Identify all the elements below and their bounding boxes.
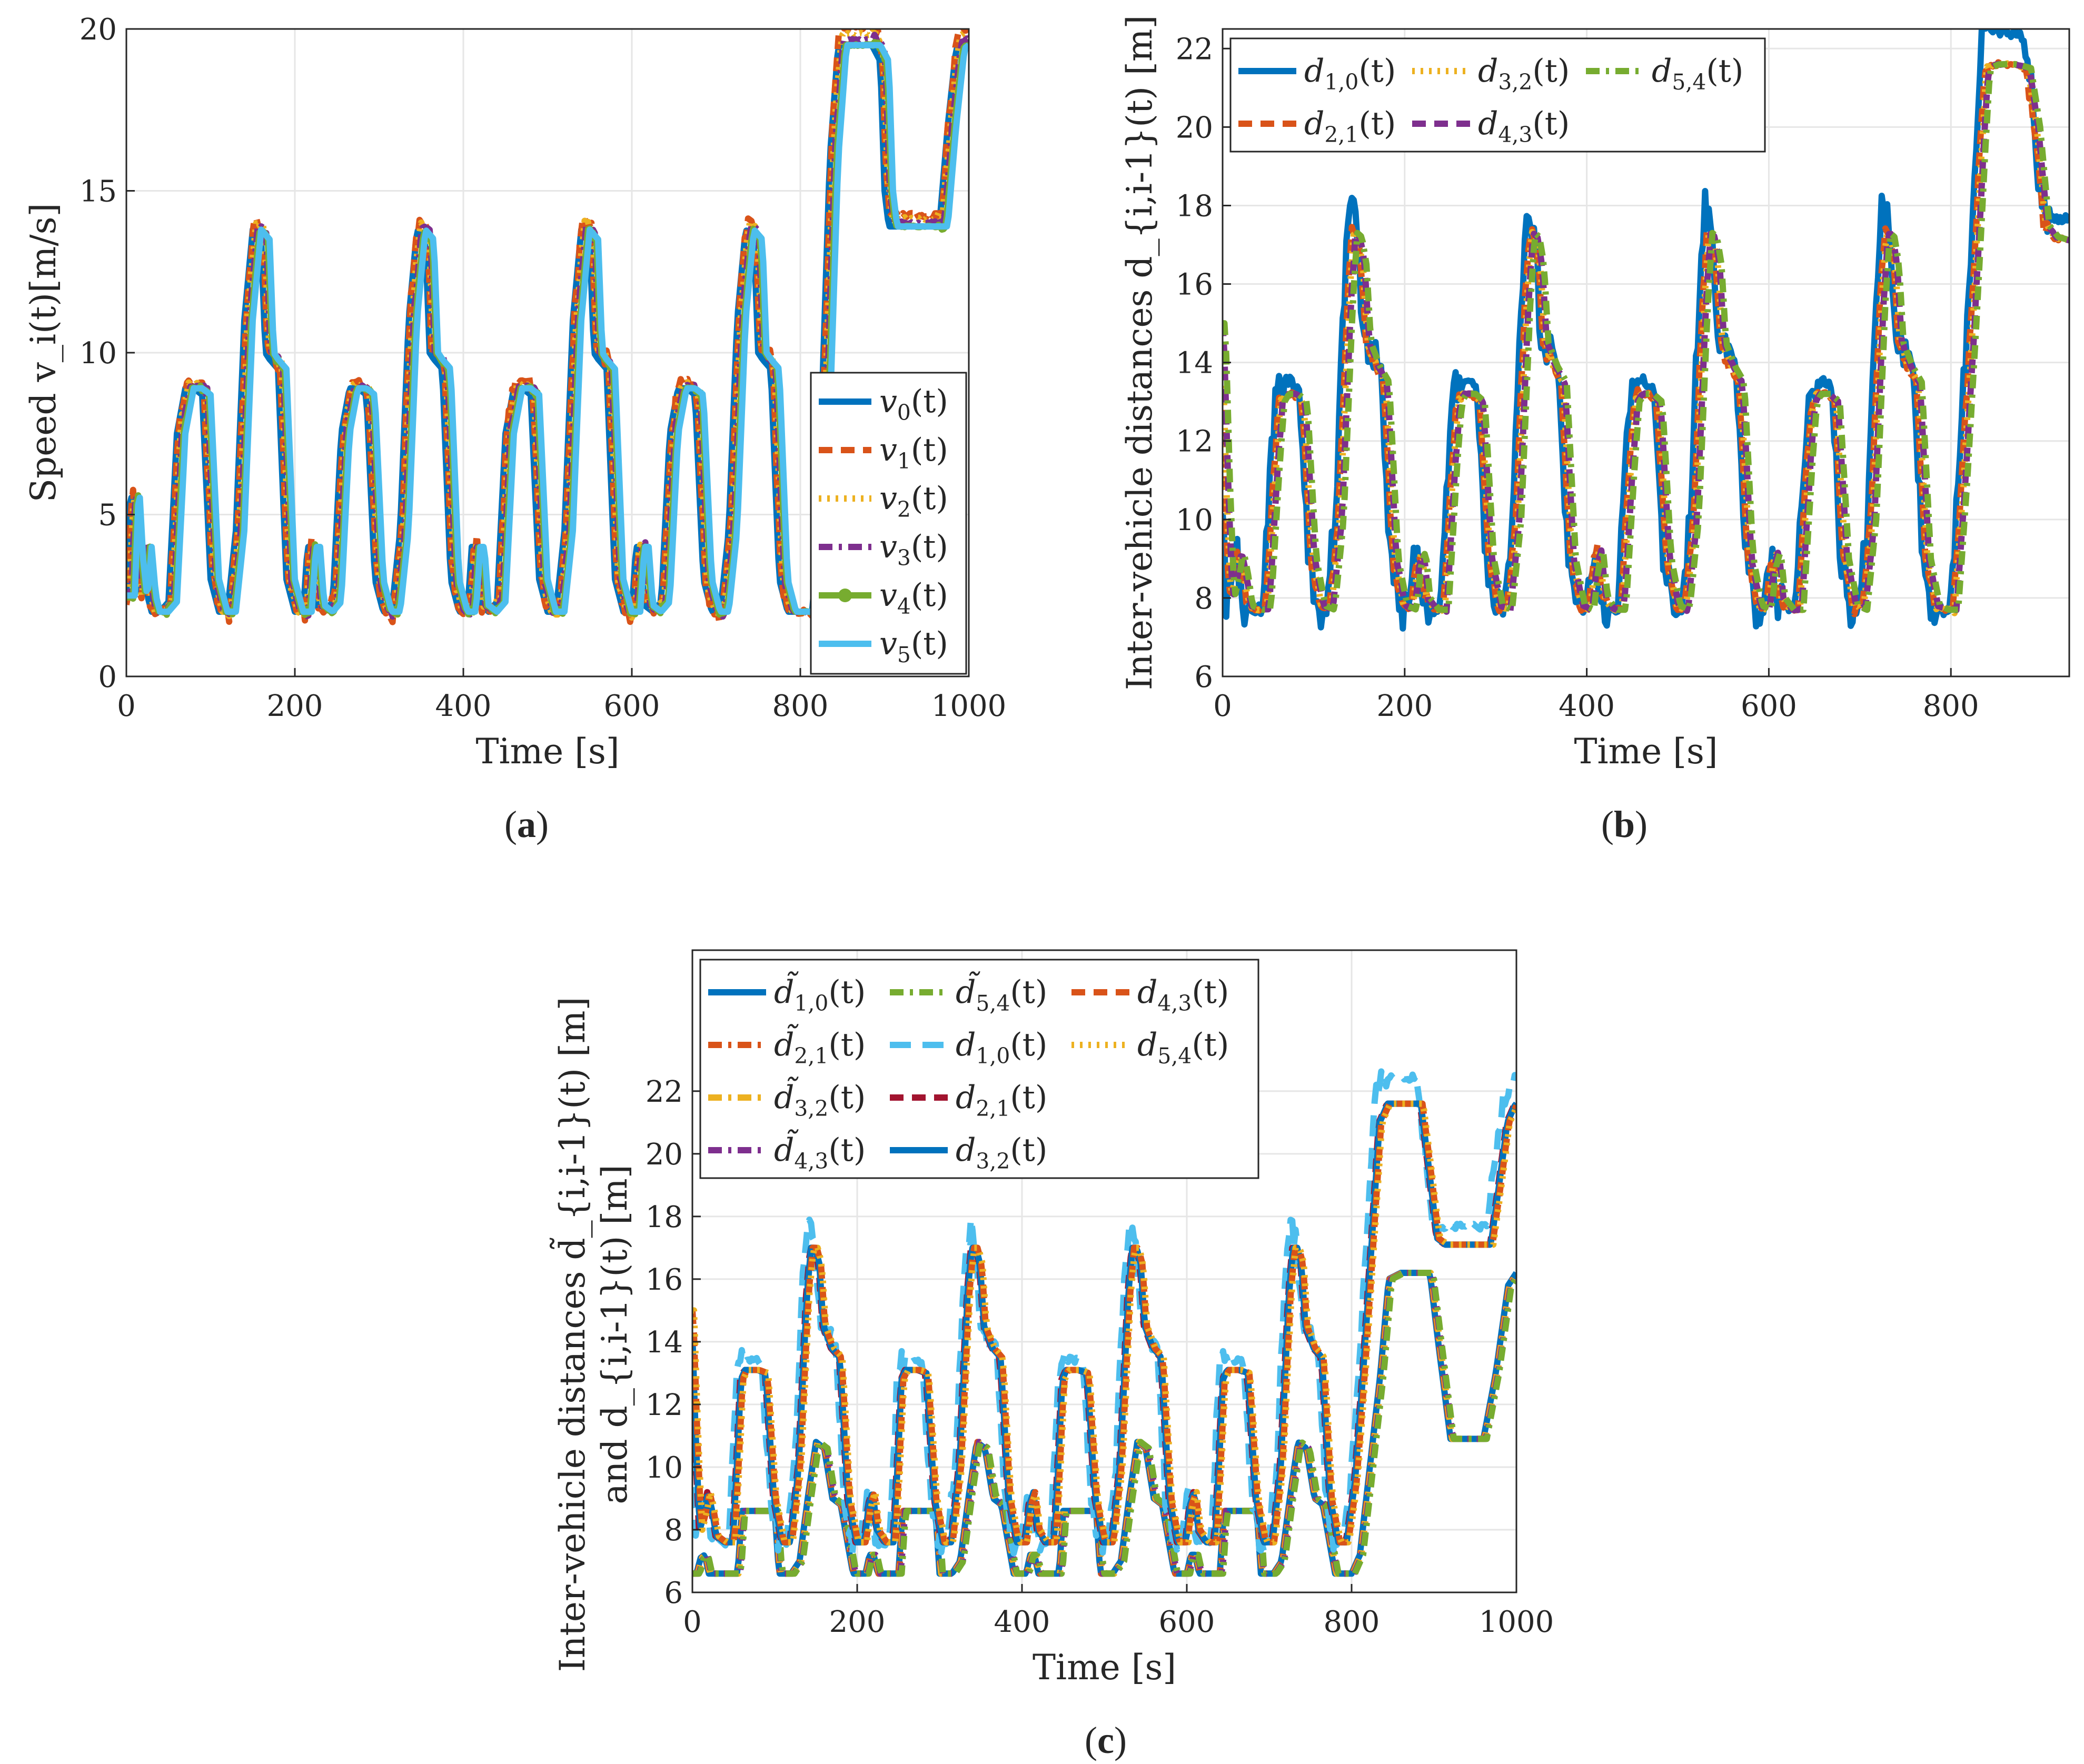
x-tick-label: 400 [994, 1605, 1050, 1639]
chart-c: 0 200 400 600 800 1000 6 8 10 12 14 16 18 20 22 Time [s… [550, 949, 1554, 1761]
y-tick-label: 16 [646, 1263, 683, 1297]
y-axis-label: Inter-vehicle distances d_{i,i-1}(t) [m] [1119, 15, 1160, 690]
y-tick-label: 5 [98, 499, 117, 533]
x-tick-label: 400 [1559, 689, 1615, 723]
legend-label-9: d5,4(t) [1137, 1026, 1229, 1069]
legend: v0(t) v1(t) v2(t) v3(t) v4(t) v5(t) [810, 372, 967, 675]
legend-label-2: v2(t) [879, 480, 948, 522]
series-line-4 [692, 1270, 1516, 1577]
legend-marker-4 [838, 589, 852, 602]
legend-box [810, 372, 967, 675]
x-tick-label: 400 [435, 689, 492, 723]
x-tick-label: 800 [1923, 689, 1979, 723]
y-tick-label: 10 [646, 1451, 683, 1485]
legend-label-0: d̃1,0(t) [774, 972, 866, 1016]
legend-label-3: d̃4,3(t) [774, 1130, 866, 1174]
x-tick-label: 800 [1324, 1605, 1380, 1639]
axes-box [1222, 28, 2070, 677]
y-axis-label: Speed v_i(t)[m/s] [23, 203, 64, 502]
chart-a: 0 200 400 600 800 1000 0 5 10 15 20 Time [s] Speed v… [23, 13, 1006, 845]
x-tick-label: 600 [604, 689, 660, 723]
y-tick-label: 18 [646, 1200, 683, 1234]
y-tick-label: 10 [1176, 503, 1213, 537]
legend-label-8: d4,3(t) [1137, 974, 1229, 1016]
y-tick-label: 10 [80, 336, 117, 371]
chart-b: 0 200 400 600 800 6 8 10 12 14 16 18 20 22 Time [s] Int… [1119, 15, 2070, 845]
y-tick-label: 0 [98, 660, 117, 694]
series-lines [692, 1068, 1516, 1577]
legend-label-4: d5,4(t) [1652, 53, 1743, 95]
x-axis-label: Time [s] [1033, 1647, 1176, 1688]
legend-label-4: v4(t) [879, 577, 948, 619]
subfigure-caption: (b) [1601, 803, 1648, 845]
y-tick-label: 6 [1194, 660, 1213, 694]
y-axis-label-line2: and d_{i,i-1}(t) [m] [594, 1165, 635, 1504]
x-tick-label: 1000 [1479, 1605, 1554, 1639]
legend-label-5: v5(t) [879, 625, 948, 667]
legend-label-2: d3,2(t) [1478, 53, 1570, 95]
legend-label-0: v0(t) [879, 383, 948, 425]
ticks: 0 200 400 600 800 1000 0 5 10 15 20 [80, 13, 1007, 723]
y-tick-label: 6 [664, 1576, 683, 1610]
x-tick-label: 800 [772, 689, 829, 723]
ticks: 0 200 400 600 800 6 8 10 12 14 16 18 20 22 [1176, 32, 1979, 723]
y-axis-label: Inter-vehicle distances d̃_{i,i-1}(t) [m… [550, 997, 593, 1672]
x-tick-label: 0 [117, 689, 136, 723]
legend-label-7: d3,2(t) [956, 1132, 1047, 1174]
x-tick-label: 0 [683, 1605, 702, 1639]
legend-label-2: d̃3,2(t) [774, 1077, 866, 1121]
x-axis-label: Time [s] [1574, 731, 1718, 772]
x-tick-label: 0 [1213, 689, 1232, 723]
y-tick-label: 12 [1176, 425, 1213, 459]
series-lines [1223, 29, 2069, 632]
ticks: 0 200 400 600 800 1000 6 8 10 12 14 16 18 20 22 [646, 1075, 1554, 1639]
legend: d1,0(t) d2,1(t) d3,2(t) d4,3(t) d5,4(t) [1229, 37, 1766, 153]
y-tick-label: 22 [646, 1075, 683, 1109]
series-line-4 [1223, 61, 2069, 613]
legend-label-1: d2,1(t) [1304, 105, 1396, 147]
x-tick-label: 200 [829, 1605, 886, 1639]
legend-label-1: v1(t) [879, 432, 948, 474]
x-tick-label: 600 [1159, 1605, 1215, 1639]
legend-label-3: v3(t) [879, 529, 948, 571]
x-tick-label: 1000 [931, 689, 1007, 723]
legend-box [699, 959, 1259, 1179]
axes-box [691, 949, 1517, 1593]
y-tick-label: 20 [646, 1138, 683, 1172]
y-tick-label: 20 [80, 13, 117, 47]
subfigure-caption: (c) [1085, 1719, 1127, 1761]
x-tick-label: 600 [1741, 689, 1797, 723]
y-tick-label: 20 [1176, 111, 1213, 145]
y-tick-label: 14 [646, 1326, 683, 1360]
legend-label-3: d4,3(t) [1478, 105, 1570, 147]
x-tick-label: 200 [1376, 689, 1433, 723]
y-tick-label: 15 [80, 175, 117, 209]
legend-box [1229, 37, 1766, 153]
legend-label-0: d1,0(t) [1304, 53, 1396, 95]
x-tick-label: 200 [267, 689, 323, 723]
legend-label-6: d2,1(t) [956, 1079, 1047, 1121]
x-axis-label: Time [s] [475, 731, 619, 772]
y-tick-label: 8 [1194, 582, 1213, 616]
y-tick-label: 14 [1176, 346, 1213, 381]
y-tick-label: 18 [1176, 189, 1213, 223]
y-tick-label: 16 [1176, 268, 1213, 302]
legend-label-5: d1,0(t) [956, 1026, 1047, 1069]
subfigure-caption: (a) [504, 803, 549, 845]
legend: d̃1,0(t)d̃2,1(t)d̃3,2(t)d̃4,3(t)d̃5,4(t)… [699, 959, 1259, 1179]
y-tick-label: 12 [646, 1388, 683, 1422]
y-tick-label: 8 [664, 1513, 683, 1548]
y-tick-label: 22 [1176, 32, 1213, 66]
